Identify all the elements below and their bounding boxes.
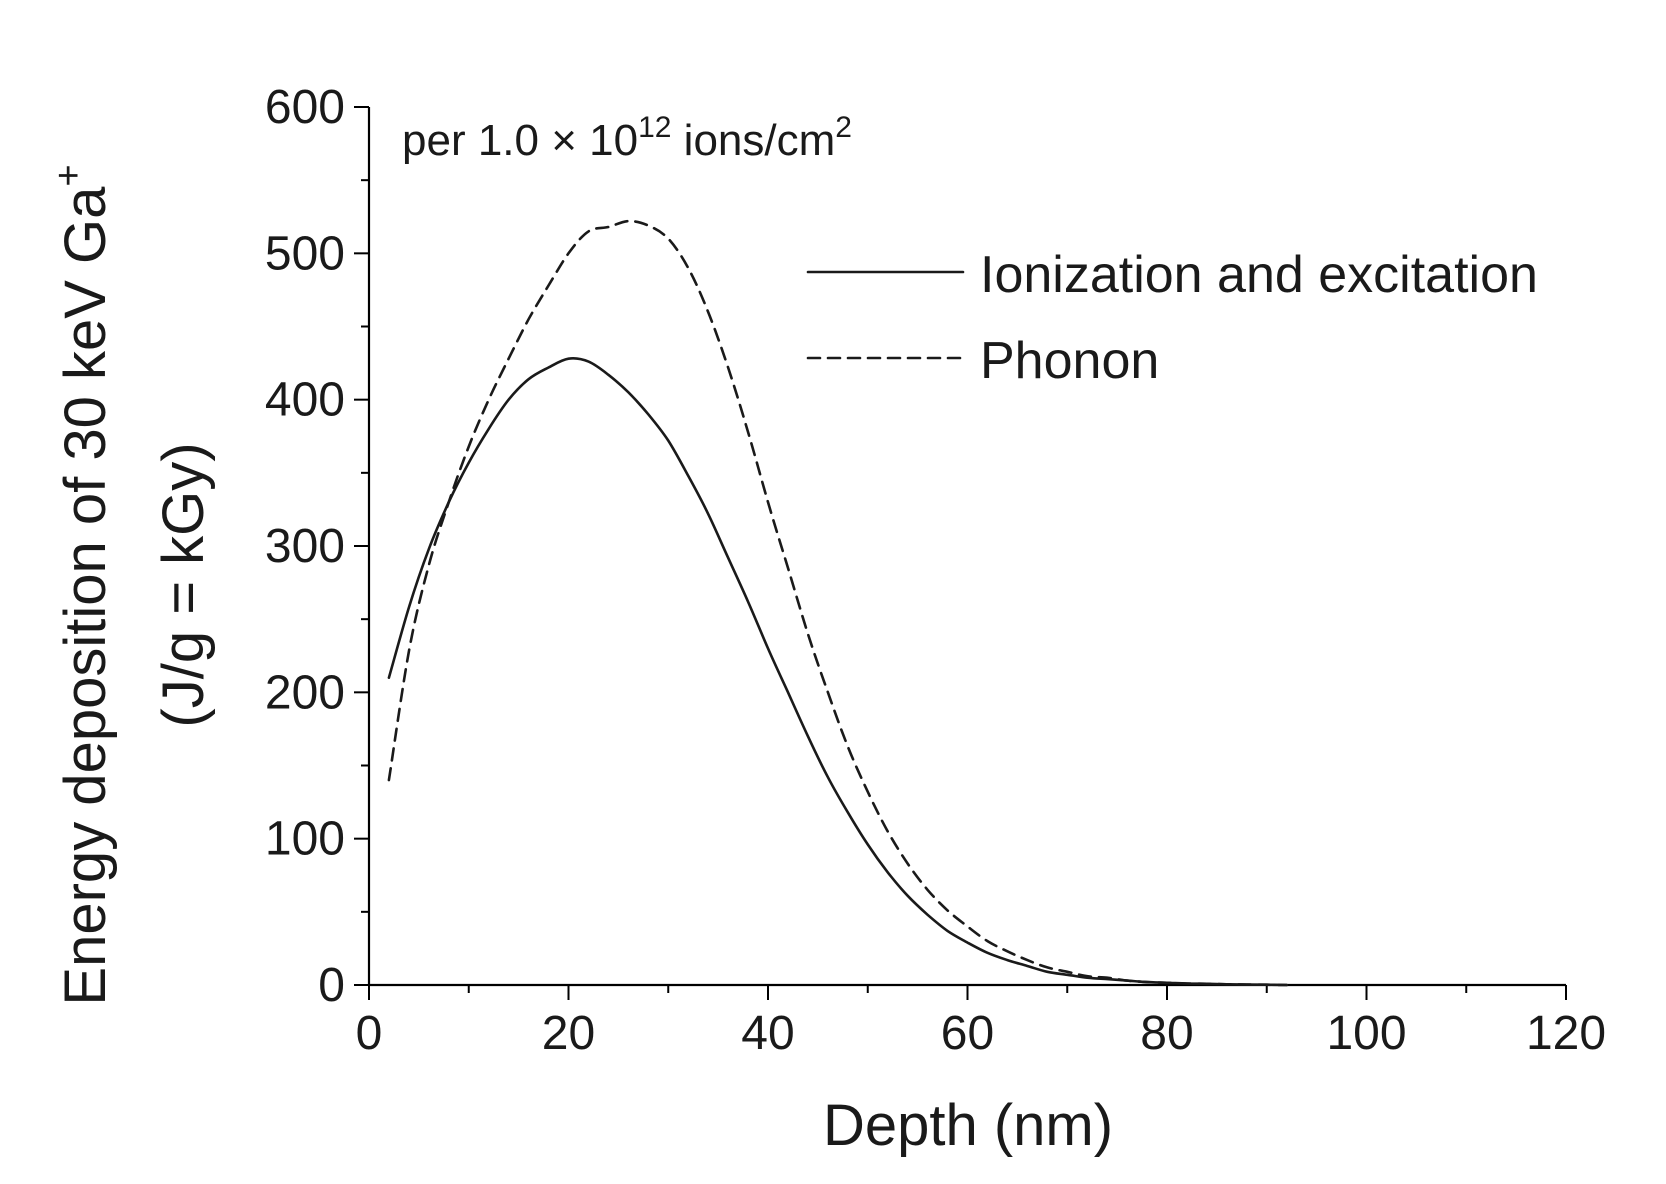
series-line-ionization xyxy=(387,357,1288,987)
annotation-unit-exponent: 2 xyxy=(835,111,852,144)
legend: Ionization and excitation Phonon xyxy=(806,246,1538,390)
x-tick-label: 100 xyxy=(1326,1007,1406,1060)
y-axis-title-line2: (J/g = kGy) xyxy=(151,442,216,727)
x-tick-label: 20 xyxy=(542,1007,595,1060)
legend-label-ionization: Ionization and excitation xyxy=(980,246,1538,304)
annotation-exponent: 12 xyxy=(638,111,671,144)
axes-layer: 0 20 40 60 80 100 120 0 100 200 300 400 500 600 xyxy=(265,81,1606,1060)
series-layer xyxy=(387,219,1288,987)
y-tick-label: 600 xyxy=(265,81,345,134)
x-tick-label: 0 xyxy=(356,1007,383,1060)
x-tick-label: 60 xyxy=(941,1007,994,1060)
y-tick-label: 100 xyxy=(265,813,345,866)
annotation-unit: ions/cm xyxy=(671,116,835,165)
series-line-phonon xyxy=(387,219,1288,987)
x-axis-title: Depth (nm) xyxy=(823,1093,1113,1158)
legend-label-phonon: Phonon xyxy=(980,332,1159,390)
y-tick-label: 400 xyxy=(265,374,345,427)
y-tick-label: 500 xyxy=(265,227,345,280)
y-axis-title-line1: Energy deposition of 30 keV Ga+ xyxy=(48,164,118,1005)
x-tick-label: 120 xyxy=(1526,1007,1606,1060)
y-axis-title-main: Energy deposition of 30 keV Ga xyxy=(53,186,118,1006)
y-tick-label: 0 xyxy=(318,959,345,1012)
y-axis-title-superscript: + xyxy=(48,164,90,186)
x-tick-label: 80 xyxy=(1140,1007,1193,1060)
annotation-prefix: per 1.0 × 10 xyxy=(402,116,638,165)
y-tick-label: 300 xyxy=(265,520,345,573)
y-axis-title: Energy deposition of 30 keV Ga+ (J/g = k… xyxy=(48,164,216,1005)
dose-annotation: per 1.0 × 1012 ions/cm2 xyxy=(402,111,852,165)
x-tick-label: 40 xyxy=(741,1007,794,1060)
y-tick-label: 200 xyxy=(265,666,345,719)
